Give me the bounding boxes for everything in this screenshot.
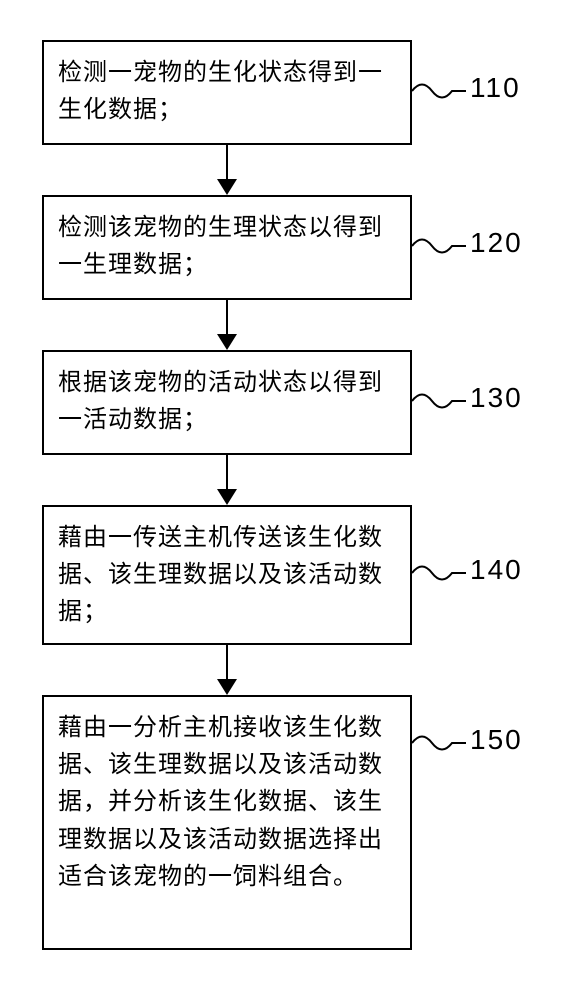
- flow-node-text: 检测该宠物的生理状态以得到一生理数据；: [58, 209, 396, 283]
- flow-label-150: 150: [470, 724, 523, 756]
- flow-node-text: 检测一宠物的生化状态得到一生化数据；: [58, 54, 396, 128]
- flow-node-text: 藉由一分析主机接收该生化数据、该生理数据以及该活动数据，并分析该生化数据、该生理…: [58, 709, 396, 895]
- arrow-down-icon: [210, 145, 244, 195]
- flow-label-130: 130: [470, 382, 523, 414]
- arrow-down-icon: [210, 645, 244, 695]
- flow-node-140: 藉由一传送主机传送该生化数据、该生理数据以及该活动数据；: [42, 505, 412, 645]
- label-connector-icon: [412, 730, 468, 756]
- flow-node-text: 藉由一传送主机传送该生化数据、该生理数据以及该活动数据；: [58, 519, 396, 631]
- flow-node-130: 根据该宠物的活动状态以得到一活动数据；: [42, 350, 412, 455]
- label-connector-icon: [412, 233, 468, 259]
- label-connector-icon: [412, 388, 468, 414]
- label-connector-icon: [412, 78, 468, 104]
- flow-label-110: 110: [470, 72, 521, 104]
- flow-node-150: 藉由一分析主机接收该生化数据、该生理数据以及该活动数据，并分析该生化数据、该生理…: [42, 695, 412, 950]
- arrow-down-icon: [210, 455, 244, 505]
- flowchart-canvas: 检测一宠物的生化状态得到一生化数据； 110 检测该宠物的生理状态以得到一生理数…: [0, 0, 575, 1000]
- flow-label-120: 120: [470, 227, 523, 259]
- flow-node-120: 检测该宠物的生理状态以得到一生理数据；: [42, 195, 412, 300]
- label-connector-icon: [412, 560, 468, 586]
- flow-node-text: 根据该宠物的活动状态以得到一活动数据；: [58, 364, 396, 438]
- arrow-down-icon: [210, 300, 244, 350]
- flow-node-110: 检测一宠物的生化状态得到一生化数据；: [42, 40, 412, 145]
- flow-label-140: 140: [470, 554, 523, 586]
